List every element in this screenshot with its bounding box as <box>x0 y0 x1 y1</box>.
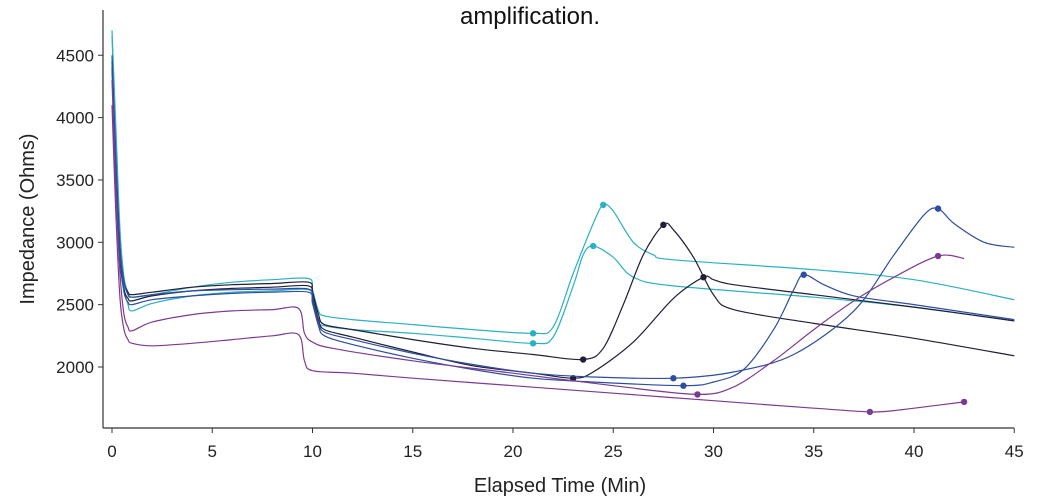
series-1-marker-1 <box>529 330 537 337</box>
series-8-marker-2 <box>960 398 968 406</box>
series-3-marker-2 <box>660 221 667 229</box>
series-line-4 <box>111 67 1015 379</box>
series-line-8 <box>111 105 965 413</box>
series-2-marker-1 <box>529 340 537 347</box>
y-tick-label: 4000 <box>56 109 94 128</box>
y-tick-label: 3500 <box>56 171 94 190</box>
chart-title: amplification. <box>460 3 600 30</box>
series-line-5 <box>111 55 1015 380</box>
x-tick-label: 5 <box>208 442 217 461</box>
x-tick-group: 0 5 10 15 20 25 30 35 40 45 <box>107 428 1024 461</box>
series-line-7 <box>111 80 965 396</box>
y-axis-title: Impedance (Ohms) <box>17 133 39 304</box>
series-4-marker-2 <box>700 274 707 281</box>
series-2-marker-2 <box>590 242 597 250</box>
series-1-marker-2 <box>600 201 607 209</box>
series-layer <box>111 30 1015 416</box>
y-tick-label: 2000 <box>56 358 94 377</box>
series-3-marker-1 <box>579 356 587 363</box>
series-line-2 <box>111 36 1015 345</box>
series-line-3 <box>111 61 1015 361</box>
x-tick-label: 40 <box>905 442 924 461</box>
x-tick-label: 30 <box>704 442 723 461</box>
y-tick-label: 4500 <box>56 46 94 65</box>
x-tick-label: 10 <box>303 442 322 461</box>
x-axis-title: Elapsed Time (Min) <box>474 475 646 497</box>
series-7-marker-2 <box>934 252 942 260</box>
series-5-marker-1 <box>670 375 677 382</box>
x-tick-label: 25 <box>604 442 623 461</box>
x-tick-label: 15 <box>403 442 422 461</box>
series-7-marker-1 <box>694 391 701 398</box>
series-5-marker-2 <box>934 205 942 212</box>
series-6-marker-1 <box>680 382 687 389</box>
x-tick-label: 35 <box>804 442 823 461</box>
series-8-marker-1 <box>866 408 874 416</box>
x-tick-label: 20 <box>504 442 523 461</box>
x-tick-label: 45 <box>1005 442 1024 461</box>
x-tick-label: 0 <box>107 442 116 461</box>
series-line-6 <box>111 61 1015 387</box>
y-tick-group: 2000 2500 3000 3500 4000 4500 <box>56 46 103 377</box>
y-tick-label: 2500 <box>56 296 94 315</box>
series-6-marker-2 <box>800 271 807 278</box>
y-tick-label: 3000 <box>56 233 94 252</box>
